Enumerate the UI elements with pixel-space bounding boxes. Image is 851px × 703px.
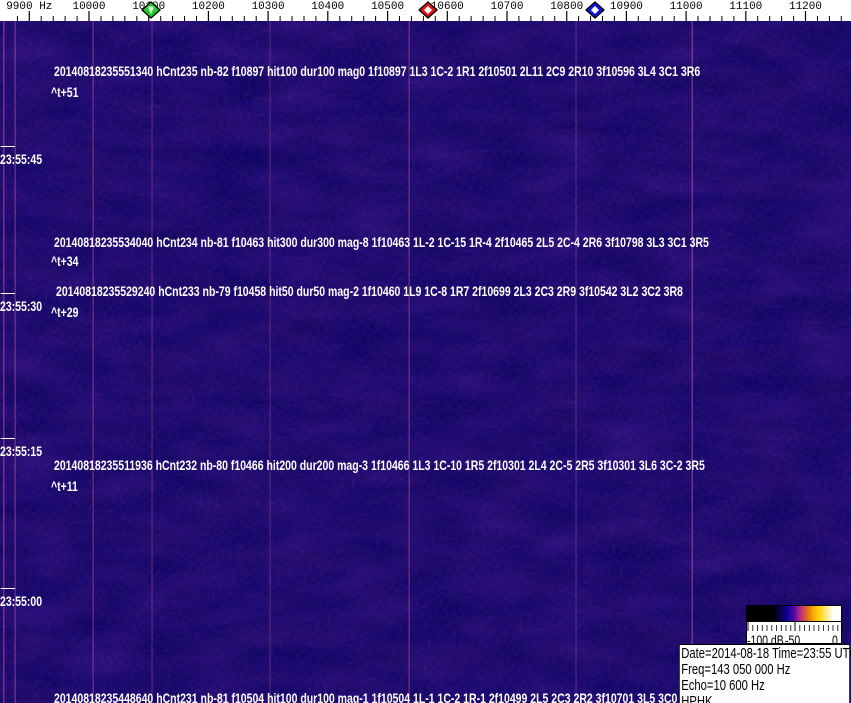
svg-text:11200: 11200 (789, 1, 822, 13)
svg-text:10500: 10500 (371, 1, 404, 13)
svg-text:10300: 10300 (252, 1, 285, 13)
svg-text:10900: 10900 (610, 1, 643, 13)
svg-text:9900 Hz: 9900 Hz (6, 1, 52, 13)
svg-text:10000: 10000 (72, 1, 105, 13)
svg-text:10700: 10700 (490, 1, 523, 13)
svg-text:10200: 10200 (192, 1, 225, 13)
svg-text:10800: 10800 (550, 1, 583, 13)
svg-text:11000: 11000 (670, 1, 703, 13)
svg-text:10400: 10400 (311, 1, 344, 13)
svg-text:11100: 11100 (729, 1, 762, 13)
